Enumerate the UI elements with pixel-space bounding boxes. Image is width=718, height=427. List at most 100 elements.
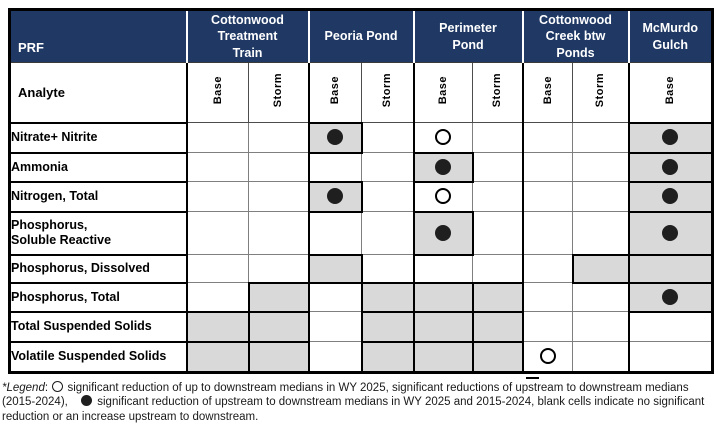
table-row: Total Suspended Solids	[9, 310, 713, 343]
matrix-cell	[521, 282, 573, 312]
matrix-cell	[521, 311, 573, 342]
flow-type-label: Base	[541, 75, 554, 105]
matrix-cell	[361, 181, 414, 212]
matrix-cell	[627, 281, 714, 313]
analyte-row-label: Total Suspended Solids	[9, 310, 188, 343]
matrix-cell	[521, 152, 573, 182]
matrix-cell	[360, 310, 415, 343]
matrix-cell	[248, 152, 309, 182]
filled-circle-icon	[327, 129, 343, 146]
legend-colon: :	[44, 382, 52, 394]
matrix-cell	[248, 122, 309, 153]
matrix-cell	[307, 282, 362, 312]
table-row: Phosphorus, Total	[9, 281, 714, 313]
matrix-cell	[472, 211, 523, 255]
matrix-cell	[627, 253, 714, 284]
matrix-cell	[185, 211, 249, 255]
analyte-row-label: Nitrogen, Total	[9, 180, 188, 213]
matrix-cell	[572, 152, 629, 182]
matrix-cell	[627, 121, 714, 154]
matrix-cell	[627, 210, 714, 256]
open-circle-icon	[539, 348, 556, 365]
matrix-cell	[247, 340, 310, 374]
matrix-cell	[247, 310, 310, 343]
matrix-cell	[185, 152, 249, 182]
flow-type-header: Storm	[248, 62, 309, 123]
matrix-cell	[572, 181, 629, 212]
legend-text: *Legend: significant reduction of up to …	[2, 381, 716, 424]
matrix-cell	[572, 311, 629, 342]
matrix-cell	[248, 181, 309, 212]
matrix-cell	[471, 281, 524, 313]
flow-type-header: Storm	[361, 62, 414, 123]
open-circle-icon	[52, 381, 64, 392]
legend-label: *Legend	[2, 382, 45, 394]
column-group-header: McMurdo Gulch	[627, 9, 714, 63]
matrix-cell	[521, 181, 573, 212]
matrix-cell	[521, 122, 573, 153]
matrix-cell	[307, 152, 362, 182]
matrix-cell	[361, 254, 414, 283]
matrix-cell	[307, 253, 363, 284]
matrix-cell	[521, 254, 573, 283]
table-row: Nitrogen, Total	[9, 180, 714, 213]
footnote-mark-dash	[526, 377, 539, 379]
matrix-cell	[307, 211, 362, 255]
analyte-row-label: Phosphorus, Soluble Reactive	[9, 210, 188, 256]
flow-type-label: Storm	[381, 72, 394, 108]
matrix-cell	[571, 253, 630, 284]
matrix-cell	[185, 254, 249, 283]
legend-filled-definition: significant reduction of upstream to dow…	[97, 396, 705, 409]
matrix-cell	[627, 151, 714, 183]
matrix-cell	[248, 211, 309, 255]
table-row: Phosphorus, Dissolved	[9, 253, 714, 284]
column-group-header: Cottonwood Creek btw Ponds	[521, 9, 630, 63]
flow-type-label: Base	[329, 75, 342, 104]
matrix-cell	[472, 254, 523, 283]
filled-circle-icon	[662, 188, 679, 205]
matrix-cell	[248, 254, 309, 283]
matrix-cell	[572, 211, 629, 255]
matrix-cell	[572, 282, 629, 312]
analyte-row-label: Phosphorus, Dissolved	[9, 253, 188, 284]
filled-circle-icon	[435, 224, 451, 241]
matrix-cell	[185, 310, 250, 343]
matrix-cell	[412, 151, 474, 183]
matrix-cell	[412, 122, 473, 153]
flow-type-label: Storm	[491, 72, 504, 108]
flow-type-label: Storm	[272, 72, 285, 108]
column-group-header: Peoria Pond	[307, 9, 415, 63]
matrix-cell	[247, 281, 310, 313]
table-row: Phosphorus, Soluble Reactive	[9, 210, 714, 256]
matrix-cell	[472, 152, 523, 182]
matrix-cell	[412, 310, 474, 343]
matrix-cell	[572, 122, 629, 153]
matrix-cell	[412, 254, 473, 283]
flow-type-header: Base	[412, 62, 473, 123]
matrix-cell	[361, 211, 414, 255]
legend-open-definition: significant reduction of up to downstrea…	[67, 382, 689, 394]
matrix-cell	[307, 121, 363, 154]
column-group-header: Perimeter Pond	[412, 9, 524, 63]
matrix-cell	[627, 341, 713, 373]
matrix-cell	[185, 340, 250, 374]
flow-type-header: Base	[521, 62, 573, 123]
matrix-cell	[185, 282, 249, 312]
matrix-cell	[471, 340, 524, 374]
matrix-cell	[185, 122, 249, 153]
filled-circle-icon	[327, 188, 343, 205]
matrix-cell	[627, 180, 714, 213]
flow-type-label: Base	[437, 75, 450, 105]
analyte-row-label: Nitrate+ Nitrite	[9, 121, 188, 154]
matrix-cell	[472, 122, 523, 153]
matrix-cell	[307, 180, 363, 213]
column-group-header: Cottonwood Treatment Train	[185, 9, 310, 63]
filled-circle-icon	[81, 395, 93, 407]
matrix-cell	[412, 181, 473, 212]
matrix-cell	[361, 152, 414, 182]
matrix-cell	[361, 122, 414, 153]
filled-circle-icon	[435, 158, 451, 175]
flow-type-label: Base	[664, 75, 677, 104]
matrix-cell	[185, 181, 249, 212]
